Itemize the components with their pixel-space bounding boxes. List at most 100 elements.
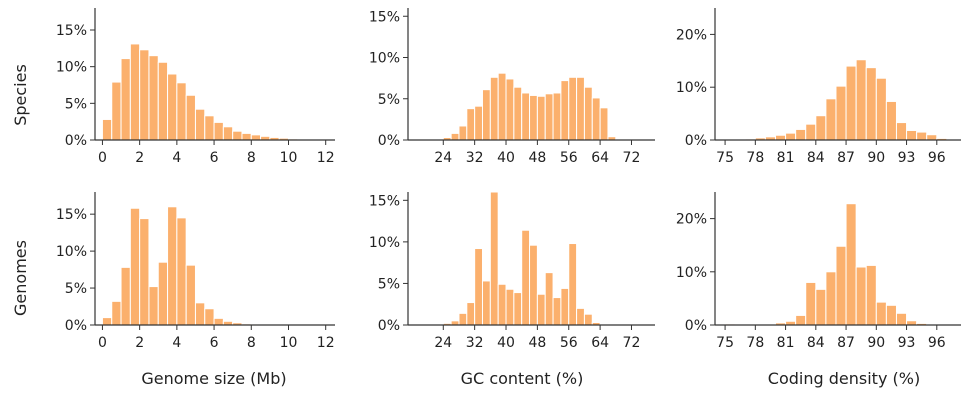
bar <box>474 248 483 326</box>
bar <box>204 115 215 141</box>
panel-species-gc-content: 0% 5% 10% 15% 24 32 40 48 56 64 72 <box>369 8 655 166</box>
x-tick-label: 84 <box>807 150 825 166</box>
y-tick-label: 0% <box>378 318 400 334</box>
bar <box>157 61 169 141</box>
y-tick-label: 15% <box>56 23 87 39</box>
bar <box>458 125 468 141</box>
bar <box>167 206 178 326</box>
y-tick-label: 5% <box>378 276 400 292</box>
bar <box>185 264 196 326</box>
x-tick-label: 2 <box>135 150 144 166</box>
bar <box>825 98 837 141</box>
y-tick-label: 10% <box>56 244 87 260</box>
x-tick-label: 4 <box>172 150 181 166</box>
y-tick-label: 20% <box>676 212 707 228</box>
x-tick-label: 4 <box>172 335 181 351</box>
bar <box>599 107 609 141</box>
x-tick-label: 10 <box>280 150 298 166</box>
bar <box>505 78 515 141</box>
x-tick-label: 96 <box>928 335 946 351</box>
bar <box>552 297 562 326</box>
bar <box>906 129 918 141</box>
bar <box>120 58 131 141</box>
bar <box>157 261 169 326</box>
y-tick-label: 15% <box>56 207 87 223</box>
y-tick-label: 10% <box>676 80 707 96</box>
bar <box>450 132 460 141</box>
x-tick-label: 8 <box>247 150 256 166</box>
x-tick-label: 64 <box>591 335 609 351</box>
xlabel-coding-density: Coding density (%) <box>768 369 920 388</box>
x-tick-label: 72 <box>623 335 641 351</box>
bar <box>213 121 224 141</box>
bar <box>466 108 476 141</box>
x-tick-label: 78 <box>746 335 764 351</box>
bar <box>926 134 938 141</box>
x-tick-label: 75 <box>716 150 734 166</box>
bar <box>591 97 601 141</box>
bar <box>505 288 515 326</box>
bar <box>139 49 150 141</box>
y-tick-label: 10% <box>369 235 400 251</box>
x-tick-label: 93 <box>898 335 916 351</box>
bar <box>865 67 877 141</box>
bar <box>576 76 585 141</box>
x-tick-label: 40 <box>497 335 515 351</box>
x-tick-label: 72 <box>623 150 641 166</box>
bar <box>513 292 523 326</box>
bar <box>129 207 141 326</box>
bar <box>544 272 554 326</box>
bar <box>825 271 837 326</box>
bar <box>148 55 159 141</box>
x-tick-label: 24 <box>434 150 452 166</box>
panel-genomes-coding-density: 0% 10% 20% 75 78 81 84 87 90 93 96 <box>676 192 961 351</box>
bar <box>489 191 499 326</box>
bar <box>875 77 887 141</box>
bar <box>785 132 797 141</box>
bar <box>521 229 531 326</box>
bar <box>815 288 827 326</box>
bar <box>101 118 113 141</box>
x-tick-label: 90 <box>867 150 885 166</box>
bar <box>176 82 187 141</box>
bar <box>241 132 252 141</box>
bar <box>845 203 857 326</box>
bar <box>521 92 531 141</box>
x-tick-label: 81 <box>777 150 795 166</box>
bar <box>865 264 877 326</box>
bar <box>544 93 554 141</box>
x-tick-label: 96 <box>928 150 946 166</box>
bar <box>111 300 122 326</box>
bar <box>194 302 206 326</box>
panel-species-genome-size: 0% 5% 10% 15% 0 2 4 6 8 10 12 <box>56 8 335 166</box>
bar <box>101 317 113 326</box>
x-tick-label: 12 <box>317 150 335 166</box>
bar <box>139 218 150 326</box>
bar <box>497 72 507 141</box>
bar <box>529 94 538 141</box>
bar <box>536 293 546 326</box>
bar <box>232 130 243 141</box>
x-tick-label: 84 <box>807 335 825 351</box>
row-label-genomes: Genomes <box>11 240 30 316</box>
bar <box>213 317 224 326</box>
x-tick-label: 8 <box>247 335 256 351</box>
x-tick-label: 0 <box>98 150 107 166</box>
bar <box>120 266 131 326</box>
bar <box>583 313 593 326</box>
bar <box>835 85 847 141</box>
bar <box>895 312 908 326</box>
bar <box>576 307 585 326</box>
bar <box>795 128 807 141</box>
row-label-species: Species <box>11 64 30 126</box>
bar <box>222 126 234 141</box>
x-tick-label: 87 <box>837 150 855 166</box>
x-tick-label: 2 <box>135 335 144 351</box>
bar <box>167 73 178 141</box>
bar <box>895 122 908 141</box>
panel-species-coding-density: 0% 10% 20% 75 78 81 84 87 90 93 96 <box>676 8 961 166</box>
x-tick-label: 56 <box>560 150 578 166</box>
bar <box>885 304 897 326</box>
y-tick-label: 5% <box>65 96 87 112</box>
